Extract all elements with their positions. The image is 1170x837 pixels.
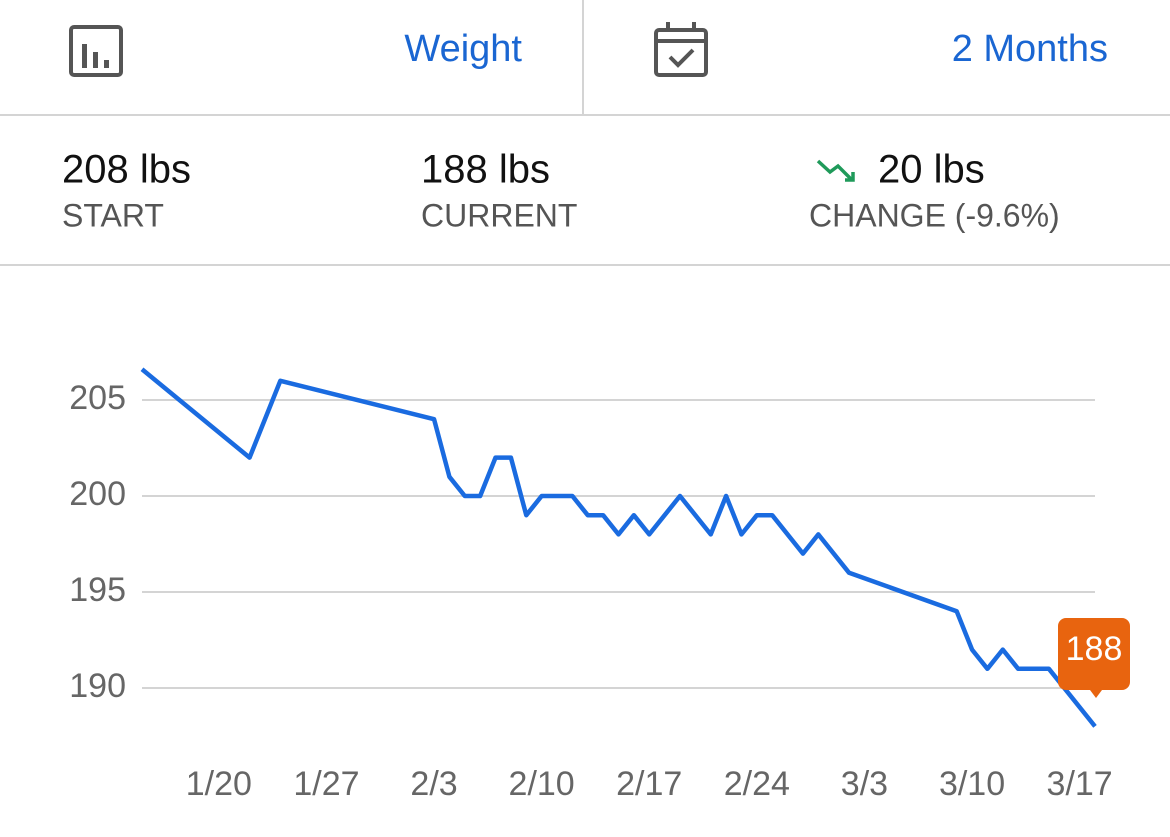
icon-check (668, 48, 695, 68)
value-badge-label: 188 (1066, 630, 1123, 668)
y-tick-label: 190 (69, 667, 126, 705)
weight-line (140, 367, 1097, 728)
x-tick-label: 2/17 (616, 765, 682, 803)
icon-frame (69, 25, 123, 77)
icon-bar (82, 44, 87, 68)
stat-value: 208 lbs (62, 148, 191, 192)
trend-icon (845, 172, 855, 182)
icon-bar (104, 60, 109, 68)
x-tick-label: 2/24 (724, 765, 790, 803)
x-tick-label: 3/3 (841, 765, 888, 803)
x-tick-label: 1/27 (293, 765, 359, 803)
stat-value: 188 lbs (421, 148, 550, 192)
icon-bar (93, 52, 98, 68)
y-tick-label: 205 (69, 379, 126, 417)
x-tick-label: 2/3 (410, 765, 457, 803)
stat-label: START (62, 197, 164, 233)
y-tick-label: 195 (69, 571, 126, 609)
metric-selector[interactable]: Weight (404, 28, 522, 70)
x-tick-label: 3/17 (1047, 765, 1113, 803)
stat-value: 20 lbs (878, 148, 985, 192)
chart-icon[interactable] (69, 25, 123, 77)
trend-icon (816, 159, 854, 182)
calendar-icon[interactable] (654, 22, 708, 77)
icon-frame (654, 28, 708, 77)
y-tick-label: 200 (69, 475, 126, 513)
stat-label: CHANGE (-9.6%) (809, 197, 1060, 233)
stat-label: CURRENT (421, 197, 577, 233)
value-badge (1058, 618, 1130, 698)
x-tick-label: 1/20 (186, 765, 252, 803)
x-tick-label: 3/10 (939, 765, 1005, 803)
range-selector[interactable]: 2 Months (952, 28, 1108, 70)
x-tick-label: 2/10 (509, 765, 575, 803)
